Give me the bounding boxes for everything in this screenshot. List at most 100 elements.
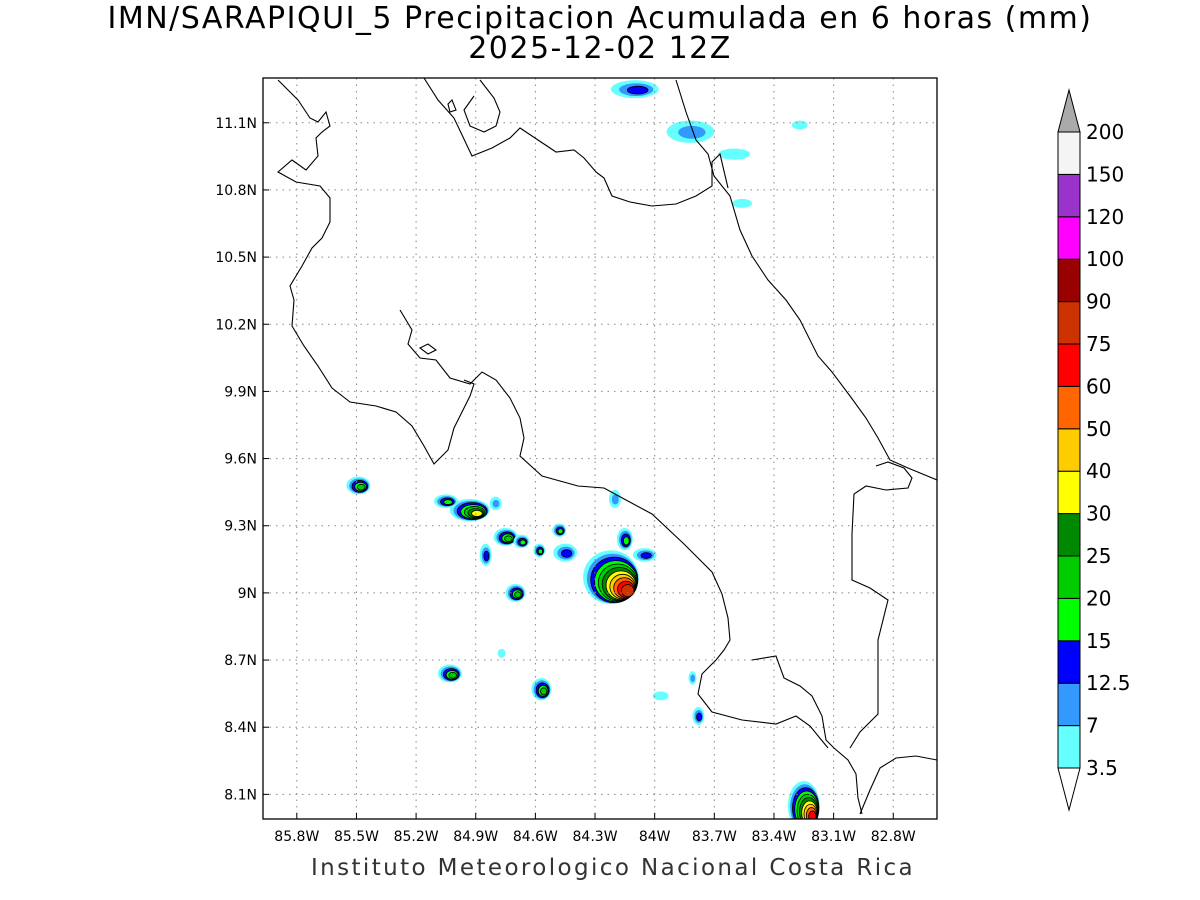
graticule bbox=[263, 78, 937, 819]
colorbar-swatch bbox=[1057, 343, 1081, 387]
colorbar-swatch bbox=[1057, 640, 1081, 684]
colorbar-label: 40 bbox=[1086, 459, 1111, 483]
coastline bbox=[277, 78, 937, 815]
colorbar-label: 90 bbox=[1086, 290, 1111, 314]
tick-label-lon: 85.5W bbox=[334, 829, 379, 845]
precip-contour bbox=[561, 549, 573, 558]
tick-label-lat: 8.7N bbox=[224, 653, 257, 669]
colorbar-label: 25 bbox=[1086, 544, 1111, 568]
precip-contour bbox=[718, 148, 751, 160]
tick-label-lon: 85.8W bbox=[274, 829, 319, 845]
colorbar-label: 60 bbox=[1086, 374, 1111, 398]
precip-contour bbox=[623, 536, 630, 546]
osa-peninsula-coast bbox=[751, 655, 863, 815]
precip-contour bbox=[696, 712, 703, 722]
tick-label-lon: 84.3W bbox=[573, 829, 618, 845]
precip-contour bbox=[620, 584, 635, 598]
precip-contour bbox=[519, 539, 527, 546]
colorbar-swatch bbox=[1057, 470, 1081, 515]
precip-contour bbox=[443, 499, 453, 505]
precip-contour bbox=[514, 591, 522, 598]
caribbean-coast bbox=[675, 79, 937, 481]
precip-contour bbox=[611, 494, 619, 505]
panama-border bbox=[849, 461, 913, 749]
tick-label-lat: 10.8N bbox=[215, 183, 257, 199]
colorbar-swatch bbox=[1057, 216, 1081, 260]
colorbar-label: 3.5 bbox=[1086, 756, 1118, 780]
precip-contour bbox=[504, 535, 513, 542]
footer-credit: Instituto Meteorologico Nacional Costa R… bbox=[310, 855, 916, 881]
colorbar-label: 30 bbox=[1086, 502, 1111, 526]
map-title: IMN/SARAPIQUI_5 Precipitacion Acumulada … bbox=[107, 1, 1093, 36]
precip-contour bbox=[357, 483, 366, 491]
precip-contour bbox=[497, 648, 506, 658]
tick-label-lon: 83.4W bbox=[751, 829, 796, 845]
colorbar-label: 100 bbox=[1086, 247, 1124, 271]
colorbar-label: 15 bbox=[1086, 629, 1111, 653]
map-datetime: 2025-12-02 12Z bbox=[468, 31, 732, 66]
colorbar-label: 7 bbox=[1086, 714, 1099, 738]
precip-contour bbox=[678, 125, 706, 139]
lake-nicaragua-coast bbox=[463, 79, 501, 133]
tick-label-lat: 8.4N bbox=[224, 720, 257, 736]
island-2 bbox=[418, 343, 438, 355]
colorbar-swatch bbox=[1057, 682, 1081, 727]
colorbar-label: 20 bbox=[1086, 586, 1111, 610]
precip-contour bbox=[626, 85, 649, 95]
colorbar-swatch bbox=[1057, 301, 1081, 345]
nicaragua-pacific-coast bbox=[277, 79, 475, 465]
precip-contour bbox=[492, 499, 500, 508]
precip-contour bbox=[690, 674, 695, 683]
colorbar-under-triangle bbox=[1057, 767, 1081, 812]
tick-label-lat: 11.1N bbox=[215, 116, 257, 132]
colorbar-label: 12.5 bbox=[1086, 671, 1131, 695]
precip-contour bbox=[640, 552, 652, 559]
axis-ticks: 85.8W 85.5W 85.2W 84.9W 84.6W 84.3W 84W 83.7W 83… bbox=[215, 116, 916, 845]
colorbar-swatch bbox=[1057, 173, 1081, 218]
colorbar-over-triangle bbox=[1057, 88, 1081, 133]
tick-label-lon: 83.7W bbox=[692, 829, 737, 845]
tick-label-lon: 82.8W bbox=[871, 829, 916, 845]
precip-contour bbox=[652, 691, 669, 701]
north-border bbox=[423, 78, 729, 207]
colorbar-swatch bbox=[1057, 428, 1081, 472]
tick-label-lon: 84W bbox=[639, 829, 671, 845]
precip-contour bbox=[540, 687, 548, 696]
island-1 bbox=[447, 99, 457, 113]
tick-label-lon: 83.1W bbox=[811, 829, 856, 845]
precip-contour bbox=[732, 198, 753, 208]
precip-contour bbox=[537, 548, 543, 555]
colorbar-swatch bbox=[1057, 258, 1081, 303]
colorbar-swatch bbox=[1057, 725, 1081, 769]
colorbar-swatch bbox=[1057, 385, 1081, 430]
precip-contour bbox=[448, 672, 457, 679]
colorbar-label: 150 bbox=[1086, 162, 1124, 186]
tick-label-lat: 9.9N bbox=[224, 384, 257, 400]
tick-label-lat: 9N bbox=[238, 586, 257, 602]
colorbar: 3.5 7 12.5 15 20 25 30 40 50 60 75 90 100 120 150 200 bbox=[1057, 88, 1131, 812]
colorbar-swatch bbox=[1057, 513, 1081, 557]
south-coast bbox=[859, 755, 937, 815]
tick-label-lat: 10.2N bbox=[215, 317, 257, 333]
colorbar-swatch bbox=[1057, 597, 1081, 642]
colorbar-label: 200 bbox=[1086, 120, 1124, 144]
tick-label-lat: 9.3N bbox=[224, 519, 257, 535]
precip-contour bbox=[471, 509, 483, 517]
map-frame bbox=[262, 77, 938, 820]
tick-label-lon: 84.6W bbox=[513, 829, 558, 845]
precip-contour bbox=[557, 528, 564, 535]
colorbar-label: 75 bbox=[1086, 332, 1111, 356]
colorbar-swatch bbox=[1057, 555, 1081, 599]
tick-label-lon: 84.9W bbox=[453, 829, 498, 845]
tick-label-lon: 85.2W bbox=[394, 829, 439, 845]
precip-contour bbox=[808, 810, 817, 819]
tick-label-lat: 10.5N bbox=[215, 250, 257, 266]
tick-label-lat: 8.1N bbox=[224, 787, 257, 803]
nicoya-gulf-coast bbox=[399, 309, 829, 749]
colorbar-swatch bbox=[1057, 131, 1081, 175]
colorbar-label: 120 bbox=[1086, 205, 1124, 229]
precipitation-layer bbox=[346, 80, 820, 819]
colorbar-label: 50 bbox=[1086, 417, 1111, 441]
tick-label-lat: 9.6N bbox=[224, 452, 257, 468]
